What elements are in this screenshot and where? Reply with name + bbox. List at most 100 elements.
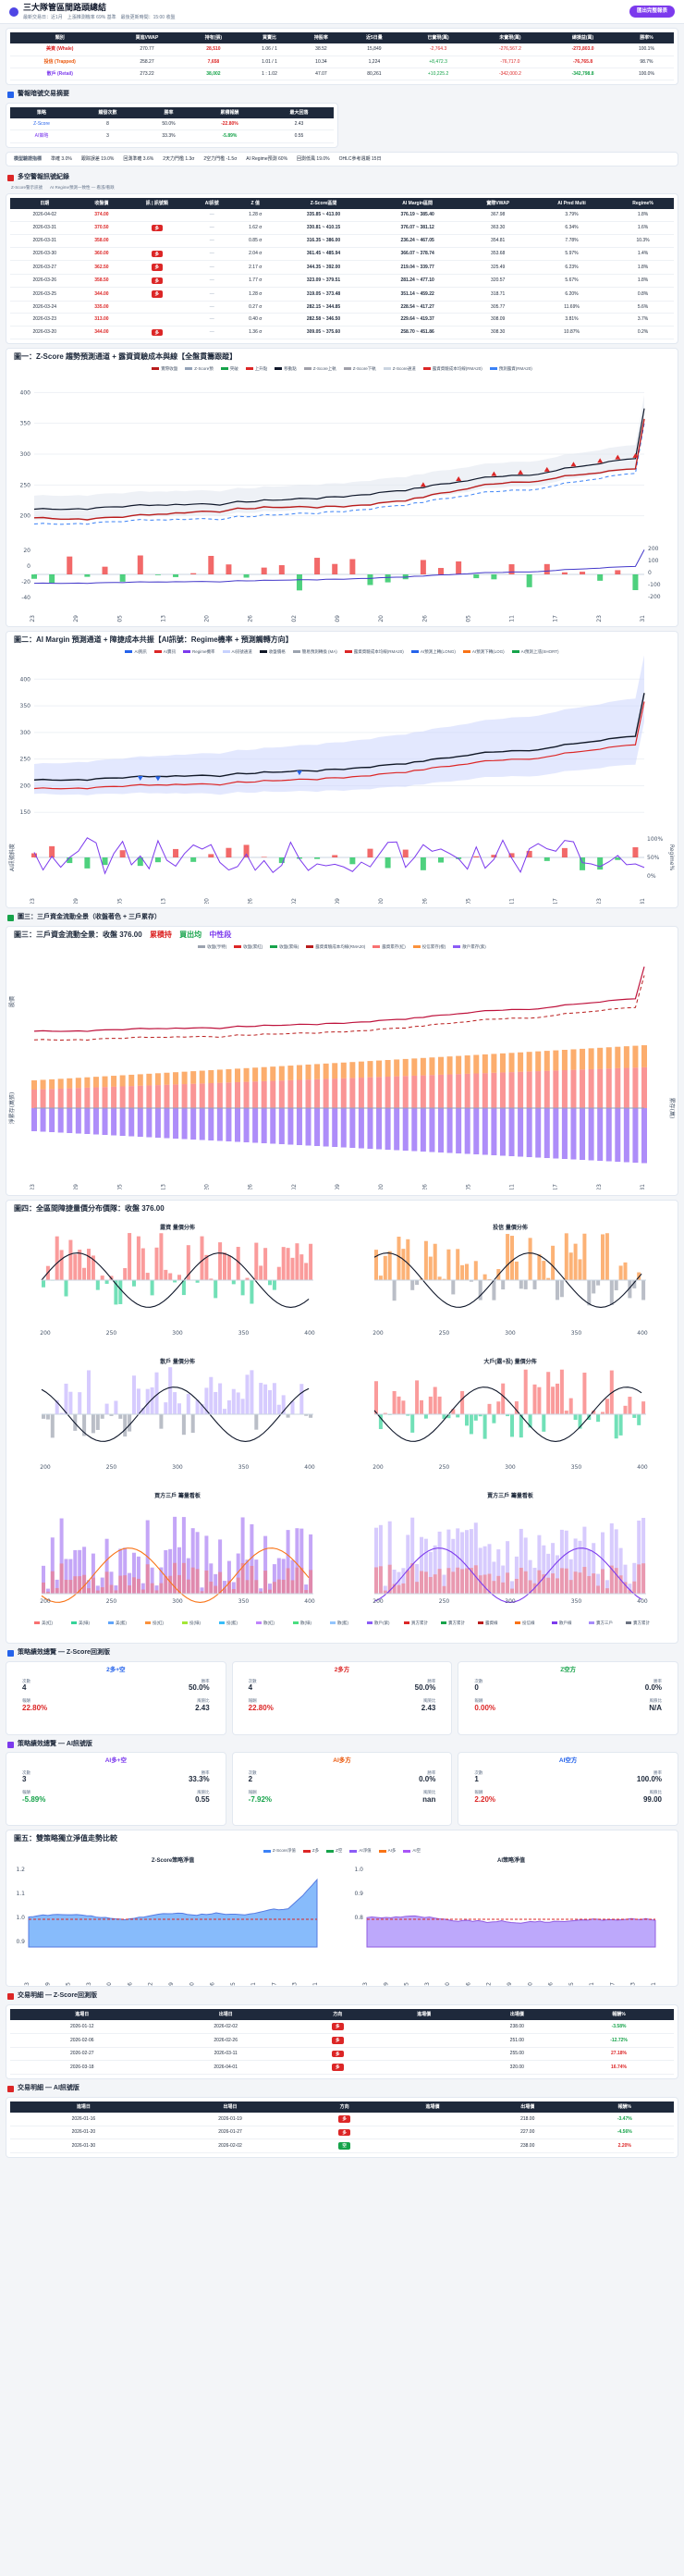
x-tick-label: 350 (571, 1464, 582, 1471)
volume-bar (592, 1410, 596, 1414)
cell (377, 2047, 470, 2062)
volume-bar (568, 1579, 573, 1594)
x-tick-label: 2026-02-20 (378, 1183, 385, 1189)
volume-bar (628, 1279, 632, 1299)
ai-slope-bar (154, 857, 161, 862)
volume-bar (482, 1546, 487, 1594)
legend-label: 投(綠) (189, 1620, 201, 1626)
kv-values: 0 0.0% (463, 1683, 673, 1693)
col-header: 近5日量 (346, 32, 403, 44)
x-tick-label: 2026-02-09 (335, 1183, 341, 1189)
x-tick-label: 200 (40, 1330, 51, 1337)
volume-bar (556, 1279, 559, 1300)
ai-slope-bar (597, 857, 604, 869)
ai-slope-bar (226, 847, 232, 857)
volume-bar (383, 1255, 387, 1280)
cell: -342,798.8 (546, 68, 619, 81)
cell: 236.24 ~ 467.05 (370, 234, 465, 248)
trades-label: 次數 (22, 1769, 31, 1775)
cell: 33.3% (142, 129, 195, 143)
flow-bar (526, 573, 532, 587)
x-tick-label: 2026-03-17 (609, 1982, 616, 1986)
volume-bar (397, 1236, 401, 1280)
volume-bar (632, 1413, 637, 1418)
volume-bar (226, 1255, 231, 1280)
legend-item: 移動點 (275, 366, 297, 372)
volume-curve (41, 1386, 310, 1442)
x-tick-label: 200 (373, 1464, 384, 1471)
regime-line (33, 836, 645, 875)
col-header: AI Margin區間 (370, 198, 465, 210)
volume-bar (410, 1517, 415, 1594)
legend-label: AI預測上漲(SHORT) (520, 649, 559, 655)
badge-green: 買出均 (179, 930, 202, 939)
cell: 2026-04-02 (10, 209, 79, 222)
trades-z-title: 交易明細 — Z-Score回測版 (18, 1992, 97, 2000)
kv-values: 22.80% 2.43 (238, 1704, 447, 1713)
col-header: 總損益(萬) (546, 32, 619, 44)
volume-bar (460, 1532, 465, 1594)
volume-bar (145, 1272, 150, 1280)
volume-bar (415, 1380, 420, 1414)
trades-label: 次數 (22, 1678, 31, 1683)
volume-bar (190, 1567, 195, 1594)
volume-bar (55, 1236, 59, 1280)
volume-bar (623, 1564, 628, 1594)
trades-z-heading: 交易明細 — Z-Score回測版 (7, 1992, 677, 2001)
x-tick-label: 300 (505, 1598, 516, 1605)
volume-bar (150, 1567, 154, 1594)
volume-bar (392, 1390, 397, 1414)
foreign-stack-bar (588, 1068, 594, 1108)
foreign-stack-bar (67, 1088, 73, 1108)
volume-bar (406, 1413, 410, 1416)
volume-bar (556, 1555, 559, 1594)
trust-stack-bar (456, 1055, 462, 1074)
cell: 2026-01-30 (10, 2138, 157, 2153)
strategy-name: AI多+空 (104, 1757, 127, 1765)
volume-bar (218, 1241, 223, 1280)
y-tick-label: 0.9 (16, 1939, 25, 1945)
volume-bar (537, 1253, 542, 1280)
export-report-button[interactable]: 匯出完整報表 (629, 6, 675, 18)
foreign-stack-bar (102, 1086, 108, 1108)
volume-curve (373, 1251, 642, 1308)
win-value: 0.0% (644, 1683, 663, 1693)
x-tick-label: 2026-03-11 (589, 1982, 595, 1986)
cell: 2026-03-23 (10, 313, 79, 327)
trust-stack-bar (57, 1078, 64, 1089)
volume-bar (587, 1549, 592, 1594)
buy-signal-marker (570, 461, 577, 466)
volume-bar (469, 1413, 473, 1435)
volume-bar (218, 1383, 223, 1414)
volume-bar (268, 1589, 272, 1594)
ai-slope-bar (67, 857, 73, 863)
header-row: 進場日 出場日 方向 進場價 出場價 報酬% (10, 2101, 674, 2113)
x-tick-label: 350 (238, 1330, 250, 1337)
volume-bar (523, 1369, 528, 1414)
cell: 1.8% (612, 209, 674, 222)
volume-bar (100, 1586, 104, 1594)
foreign-stack-bar (128, 1085, 135, 1108)
volume-bar (159, 1233, 164, 1280)
volume-bar (592, 1279, 596, 1294)
metric-item: 跟踪誤差 19.0% (80, 155, 115, 162)
volume-bar (374, 1527, 378, 1594)
volume-bar (641, 1279, 646, 1300)
volume-bar (605, 1580, 609, 1594)
volume-bar (299, 1528, 304, 1594)
col-header: 買賣比 (242, 32, 297, 44)
x-tick-label: 400 (637, 1330, 648, 1337)
legend-swatch (589, 1621, 594, 1624)
flow-bar (208, 555, 214, 574)
cell: 308.30 (464, 326, 531, 340)
cell: 0.40 σ (234, 313, 277, 327)
retail-stack-bar (332, 1107, 338, 1147)
trust-stack-bar (208, 1069, 214, 1083)
retail-stack-bar (473, 1107, 480, 1154)
legend-item: AI Regime預測一致性 — 看漲/看跌 (50, 184, 115, 190)
perf-ai-heading: 策略績效總覽 — AI訊號版 (7, 1741, 677, 1749)
trust-stack-bar (561, 1049, 568, 1070)
volume-bar (286, 1413, 290, 1418)
x-tick-label: 2026-03-23 (596, 615, 603, 622)
strategy-card: AI多+空 次數 勝率 3 33.3% 報酬 風險比 -5.89% 0.55 (6, 1752, 226, 1827)
